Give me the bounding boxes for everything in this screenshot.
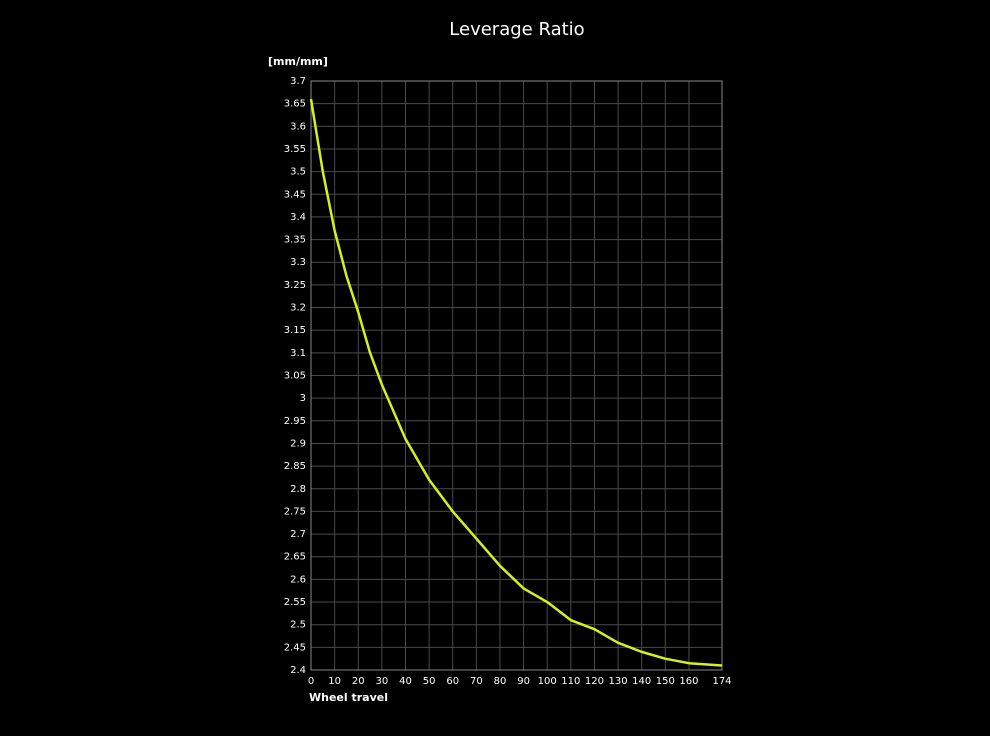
y-tick-label: 3.65 <box>284 99 306 110</box>
x-tick-label: 50 <box>423 676 436 687</box>
chart-title: Leverage Ratio <box>449 19 584 40</box>
y-tick-label: 3 <box>300 393 306 404</box>
y-tick-label: 3.1 <box>290 348 306 359</box>
x-tick-label: 100 <box>538 676 557 687</box>
y-tick-label: 2.45 <box>284 642 306 653</box>
x-tick-label: 160 <box>679 676 698 687</box>
y-tick-label: 3.25 <box>284 280 306 291</box>
y-tick-label: 2.85 <box>284 461 306 472</box>
x-tick-label: 140 <box>632 676 651 687</box>
x-tick-label: 130 <box>609 676 628 687</box>
y-tick-label: 3.05 <box>284 371 306 382</box>
y-tick-label: 2.7 <box>290 529 306 540</box>
x-tick-label: 20 <box>352 676 365 687</box>
x-tick-label: 60 <box>446 676 459 687</box>
x-tick-label: 40 <box>399 676 412 687</box>
x-tick-label: 80 <box>494 676 507 687</box>
y-tick-label: 3.4 <box>290 212 306 223</box>
y-tick-label: 3.35 <box>284 235 306 246</box>
x-axis-label: Wheel travel <box>309 691 388 704</box>
x-tick-label: 10 <box>328 676 341 687</box>
y-tick-label: 3.45 <box>284 189 306 200</box>
y-tick-label: 2.65 <box>284 552 306 563</box>
x-tick-label: 0 <box>308 676 314 687</box>
y-tick-label: 3.55 <box>284 144 306 155</box>
x-tick-label: 120 <box>585 676 604 687</box>
y-axis-label: [mm/mm] <box>268 55 328 68</box>
y-tick-label: 2.75 <box>284 506 306 517</box>
y-tick-label: 2.4 <box>290 665 306 676</box>
y-tick-label: 2.55 <box>284 597 306 608</box>
x-tick-label: 30 <box>375 676 388 687</box>
x-tick-label: 90 <box>517 676 530 687</box>
y-tick-label: 3.6 <box>290 121 306 132</box>
y-tick-label: 2.8 <box>290 484 306 495</box>
x-tick-label: 110 <box>561 676 580 687</box>
x-tick-label: 70 <box>470 676 483 687</box>
y-tick-label: 2.6 <box>290 574 306 585</box>
y-tick-label: 3.5 <box>290 167 306 178</box>
y-tick-label: 2.5 <box>290 620 306 631</box>
y-tick-label: 3.3 <box>290 257 306 268</box>
x-tick-label: 150 <box>656 676 675 687</box>
y-tick-label: 2.9 <box>290 438 306 449</box>
y-tick-label: 3.15 <box>284 325 306 336</box>
y-tick-label: 2.95 <box>284 416 306 427</box>
x-tick-label: 174 <box>712 676 731 687</box>
y-tick-label: 3.2 <box>290 303 306 314</box>
plot-border <box>310 80 723 671</box>
y-tick-label: 3.7 <box>290 76 306 87</box>
line <box>309 98 723 667</box>
